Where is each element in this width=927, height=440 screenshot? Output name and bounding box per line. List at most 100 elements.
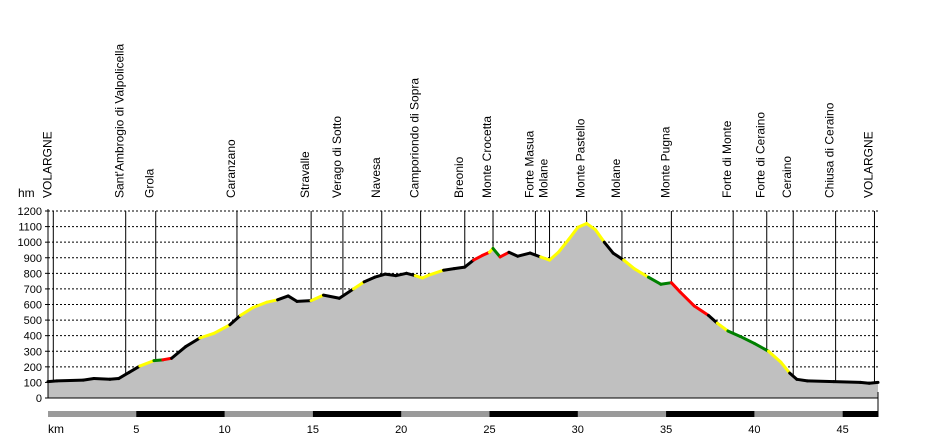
- profile-segment-46: [556, 237, 571, 254]
- profile-line: [46, 221, 880, 385]
- profile-segment-14: [228, 313, 242, 327]
- profile-segment-36: [472, 253, 484, 262]
- profile-segment-70: [832, 380, 862, 384]
- waypoint-label-9: Monte Crocetta: [480, 116, 494, 198]
- y-tick-200: 200: [24, 362, 42, 374]
- x-tick-45: 45: [837, 424, 849, 436]
- waypoint-label-7: Camporiondo di Sopra: [408, 78, 422, 198]
- profile-segment-22: [321, 293, 341, 300]
- x-unit-label: km: [48, 422, 64, 436]
- profile-segment-13: [212, 323, 232, 335]
- profile-segment-47: [567, 225, 580, 241]
- profile-segment-16: [251, 300, 269, 310]
- profile-segment-2: [81, 377, 96, 382]
- profile-segment-21: [309, 293, 325, 303]
- x-tick-35: 35: [660, 424, 672, 436]
- y-tick-100: 100: [24, 377, 42, 389]
- waypoint-label-0: VOLARGNE: [40, 131, 54, 198]
- profile-segment-69: [805, 379, 836, 384]
- waypoint-label-16: Forte di Ceraino: [754, 112, 768, 198]
- waypoint-label-2: Grola: [143, 168, 157, 198]
- y-tick-400: 400: [24, 331, 42, 343]
- y-axis-ticks: 0 100 200 300 400 500 600 700 800 900 1000 1100 1200: [18, 206, 48, 405]
- profile-segment-62: [726, 329, 742, 338]
- x-tick-15: 15: [307, 424, 319, 436]
- waypoint-label-18: Chiusa di Ceraino: [823, 102, 837, 198]
- profile-fill: [48, 223, 878, 398]
- km-scale-band-15: [312, 411, 402, 417]
- x-tick-30: 30: [572, 424, 584, 436]
- waypoint-label-12: Monte Pastello: [574, 118, 588, 198]
- waypoint-label-14: Monte Pugna: [658, 126, 672, 198]
- y-tick-500: 500: [24, 315, 42, 327]
- profile-segment-28: [394, 271, 408, 278]
- waypoint-label-6: Navesa: [369, 157, 383, 198]
- waypoint-label-10: Forte Masua: [522, 130, 536, 198]
- x-tick-10: 10: [218, 424, 230, 436]
- y-tick-900: 900: [24, 253, 42, 265]
- profile-segment-56: [659, 281, 673, 286]
- waypoint-label-8: Breonio: [452, 156, 466, 198]
- km-scale-bar: [48, 411, 878, 417]
- profile-segment-66: [779, 360, 792, 375]
- waypoint-lines: [52, 211, 875, 383]
- y-tick-0: 0: [36, 393, 42, 405]
- profile-segment-63: [738, 334, 756, 345]
- profile-segment-42: [516, 251, 532, 258]
- profile-segment-57: [669, 281, 682, 294]
- km-scale-band-35: [666, 411, 755, 417]
- profile-segment-15: [238, 306, 255, 317]
- profile-segment-41: [507, 250, 520, 258]
- profile-segment-1: [55, 378, 85, 383]
- waypoint-label-4: Stravalle: [298, 151, 312, 198]
- profile-segment-11: [184, 336, 202, 349]
- x-tick-40: 40: [748, 424, 760, 436]
- x-tick-20: 20: [395, 424, 407, 436]
- x-tick-25: 25: [483, 424, 495, 436]
- plot-frame: [47, 209, 879, 417]
- profile-segment-3: [92, 377, 112, 381]
- profile-segment-25: [362, 275, 377, 284]
- profile-segment-53: [622, 258, 636, 271]
- profile-segment-60: [706, 313, 719, 325]
- km-scale-band-45: [842, 411, 878, 417]
- waypoint-label-1: Sant'Ambrogio di Valpolicella: [113, 44, 127, 198]
- profile-segment-18: [276, 294, 290, 302]
- profile-segment-29: [404, 271, 417, 278]
- profile-segment-48: [576, 221, 589, 229]
- profile-segment-39: [491, 246, 502, 259]
- profile-segment-34: [452, 265, 467, 271]
- profile-segment-67: [788, 371, 799, 381]
- profile-segment-44: [539, 255, 552, 262]
- profile-area: [48, 223, 878, 398]
- profile-segment-26: [373, 272, 387, 279]
- waypoint-label-11: Molane: [537, 158, 551, 198]
- profile-segment-50: [593, 228, 606, 244]
- waypoint-label-13: Molane: [609, 158, 623, 198]
- profile-segment-54: [632, 267, 650, 279]
- profile-segment-12: [198, 331, 216, 340]
- profile-segment-10: [170, 345, 188, 360]
- y-unit-label: hm: [18, 186, 35, 200]
- y-tick-1200: 1200: [18, 206, 42, 218]
- profile-segment-33: [442, 267, 456, 272]
- km-scale-band-5: [136, 411, 225, 417]
- profile-segment-43: [528, 251, 543, 259]
- profile-segment-5: [117, 370, 131, 381]
- y-tick-1000: 1000: [18, 237, 42, 249]
- profile-segment-35: [463, 258, 476, 269]
- km-scale-band-25: [489, 411, 578, 417]
- profile-segment-58: [678, 290, 696, 308]
- profile-segment-27: [383, 272, 398, 278]
- profile-segment-19: [286, 294, 299, 303]
- waypoint-label-5: Verago di Sotto: [330, 116, 344, 198]
- y-tick-1100: 1100: [18, 222, 42, 234]
- y-tick-700: 700: [24, 284, 42, 296]
- profile-segment-24: [352, 280, 366, 291]
- profile-segment-72: [867, 380, 880, 385]
- profile-segment-40: [498, 250, 511, 259]
- profile-segment-20: [295, 299, 313, 303]
- x-tick-5: 5: [133, 424, 139, 436]
- y-tick-800: 800: [24, 268, 42, 280]
